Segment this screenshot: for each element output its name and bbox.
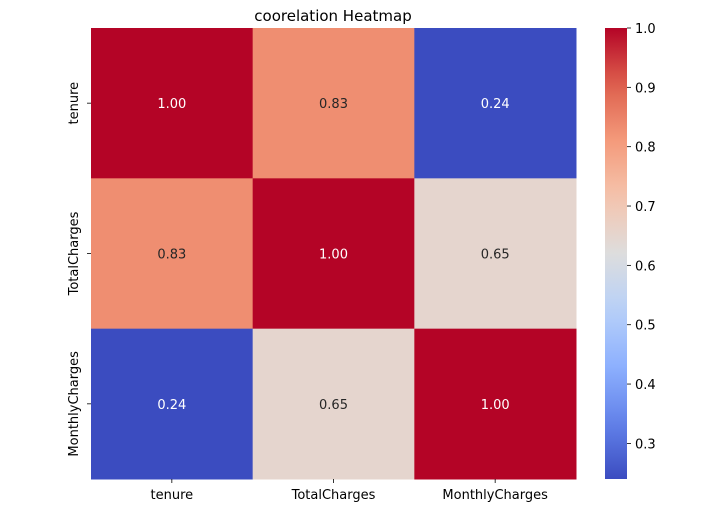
cell-value-label: 0.24 (481, 97, 510, 112)
colorbar-tick-label: 0.7 (635, 200, 656, 215)
colorbar-tick-label: 0.9 (635, 81, 656, 96)
colorbar-tick-label: 0.5 (635, 319, 656, 334)
cell-value-label: 0.24 (157, 398, 186, 413)
colorbar: 0.3 0.4 0.5 0.6 0.7 0.8 0.9 1.0 (605, 22, 656, 479)
cell-value-label: 1.00 (481, 398, 510, 413)
colorbar-tick-label: 1.0 (635, 22, 656, 37)
heatmap-cell (252, 28, 415, 179)
cell-value-label: 1.00 (157, 97, 186, 112)
heatmap-cell (91, 28, 254, 179)
colorbar-gradient (605, 28, 627, 479)
colorbar-tick-label: 0.4 (635, 378, 656, 393)
y-tick-label: TotalCharges (67, 211, 82, 296)
colorbar-ticks: 0.3 0.4 0.5 0.6 0.7 0.8 0.9 1.0 (627, 22, 656, 452)
heatmap-cell (252, 178, 415, 330)
colorbar-tick-label: 0.6 (635, 259, 656, 274)
heatmap-cell (252, 328, 415, 480)
chart-title: coorelation Heatmap (254, 7, 411, 25)
y-tick-label: MonthlyCharges (67, 351, 82, 457)
colorbar-tick-label: 0.8 (635, 141, 656, 156)
cell-value-label: 0.83 (157, 248, 186, 263)
cell-value-label: 1.00 (319, 248, 348, 263)
x-tick-label: MonthlyCharges (442, 488, 548, 503)
heatmap-cell (414, 178, 577, 330)
x-axis: tenure TotalCharges MonthlyCharges (151, 479, 548, 503)
heatmap-cell (414, 28, 577, 179)
colorbar-tick-label: 0.3 (635, 437, 656, 452)
cell-value-label: 0.83 (319, 97, 348, 112)
cell-value-label: 0.65 (481, 248, 510, 263)
y-tick-label: tenure (67, 82, 82, 125)
heatmap-cell (91, 178, 254, 330)
heatmap-cells: 1.00 0.83 0.24 0.83 1.00 0.65 0.24 0.65 1.00 (91, 28, 577, 480)
y-axis: tenure TotalCharges MonthlyCharges (67, 82, 91, 457)
cell-value-label: 0.65 (319, 398, 348, 413)
x-tick-label: tenure (151, 488, 194, 503)
x-tick-label: TotalCharges (291, 488, 376, 503)
heatmap-cell (91, 328, 254, 480)
heatmap-cell (414, 328, 577, 480)
